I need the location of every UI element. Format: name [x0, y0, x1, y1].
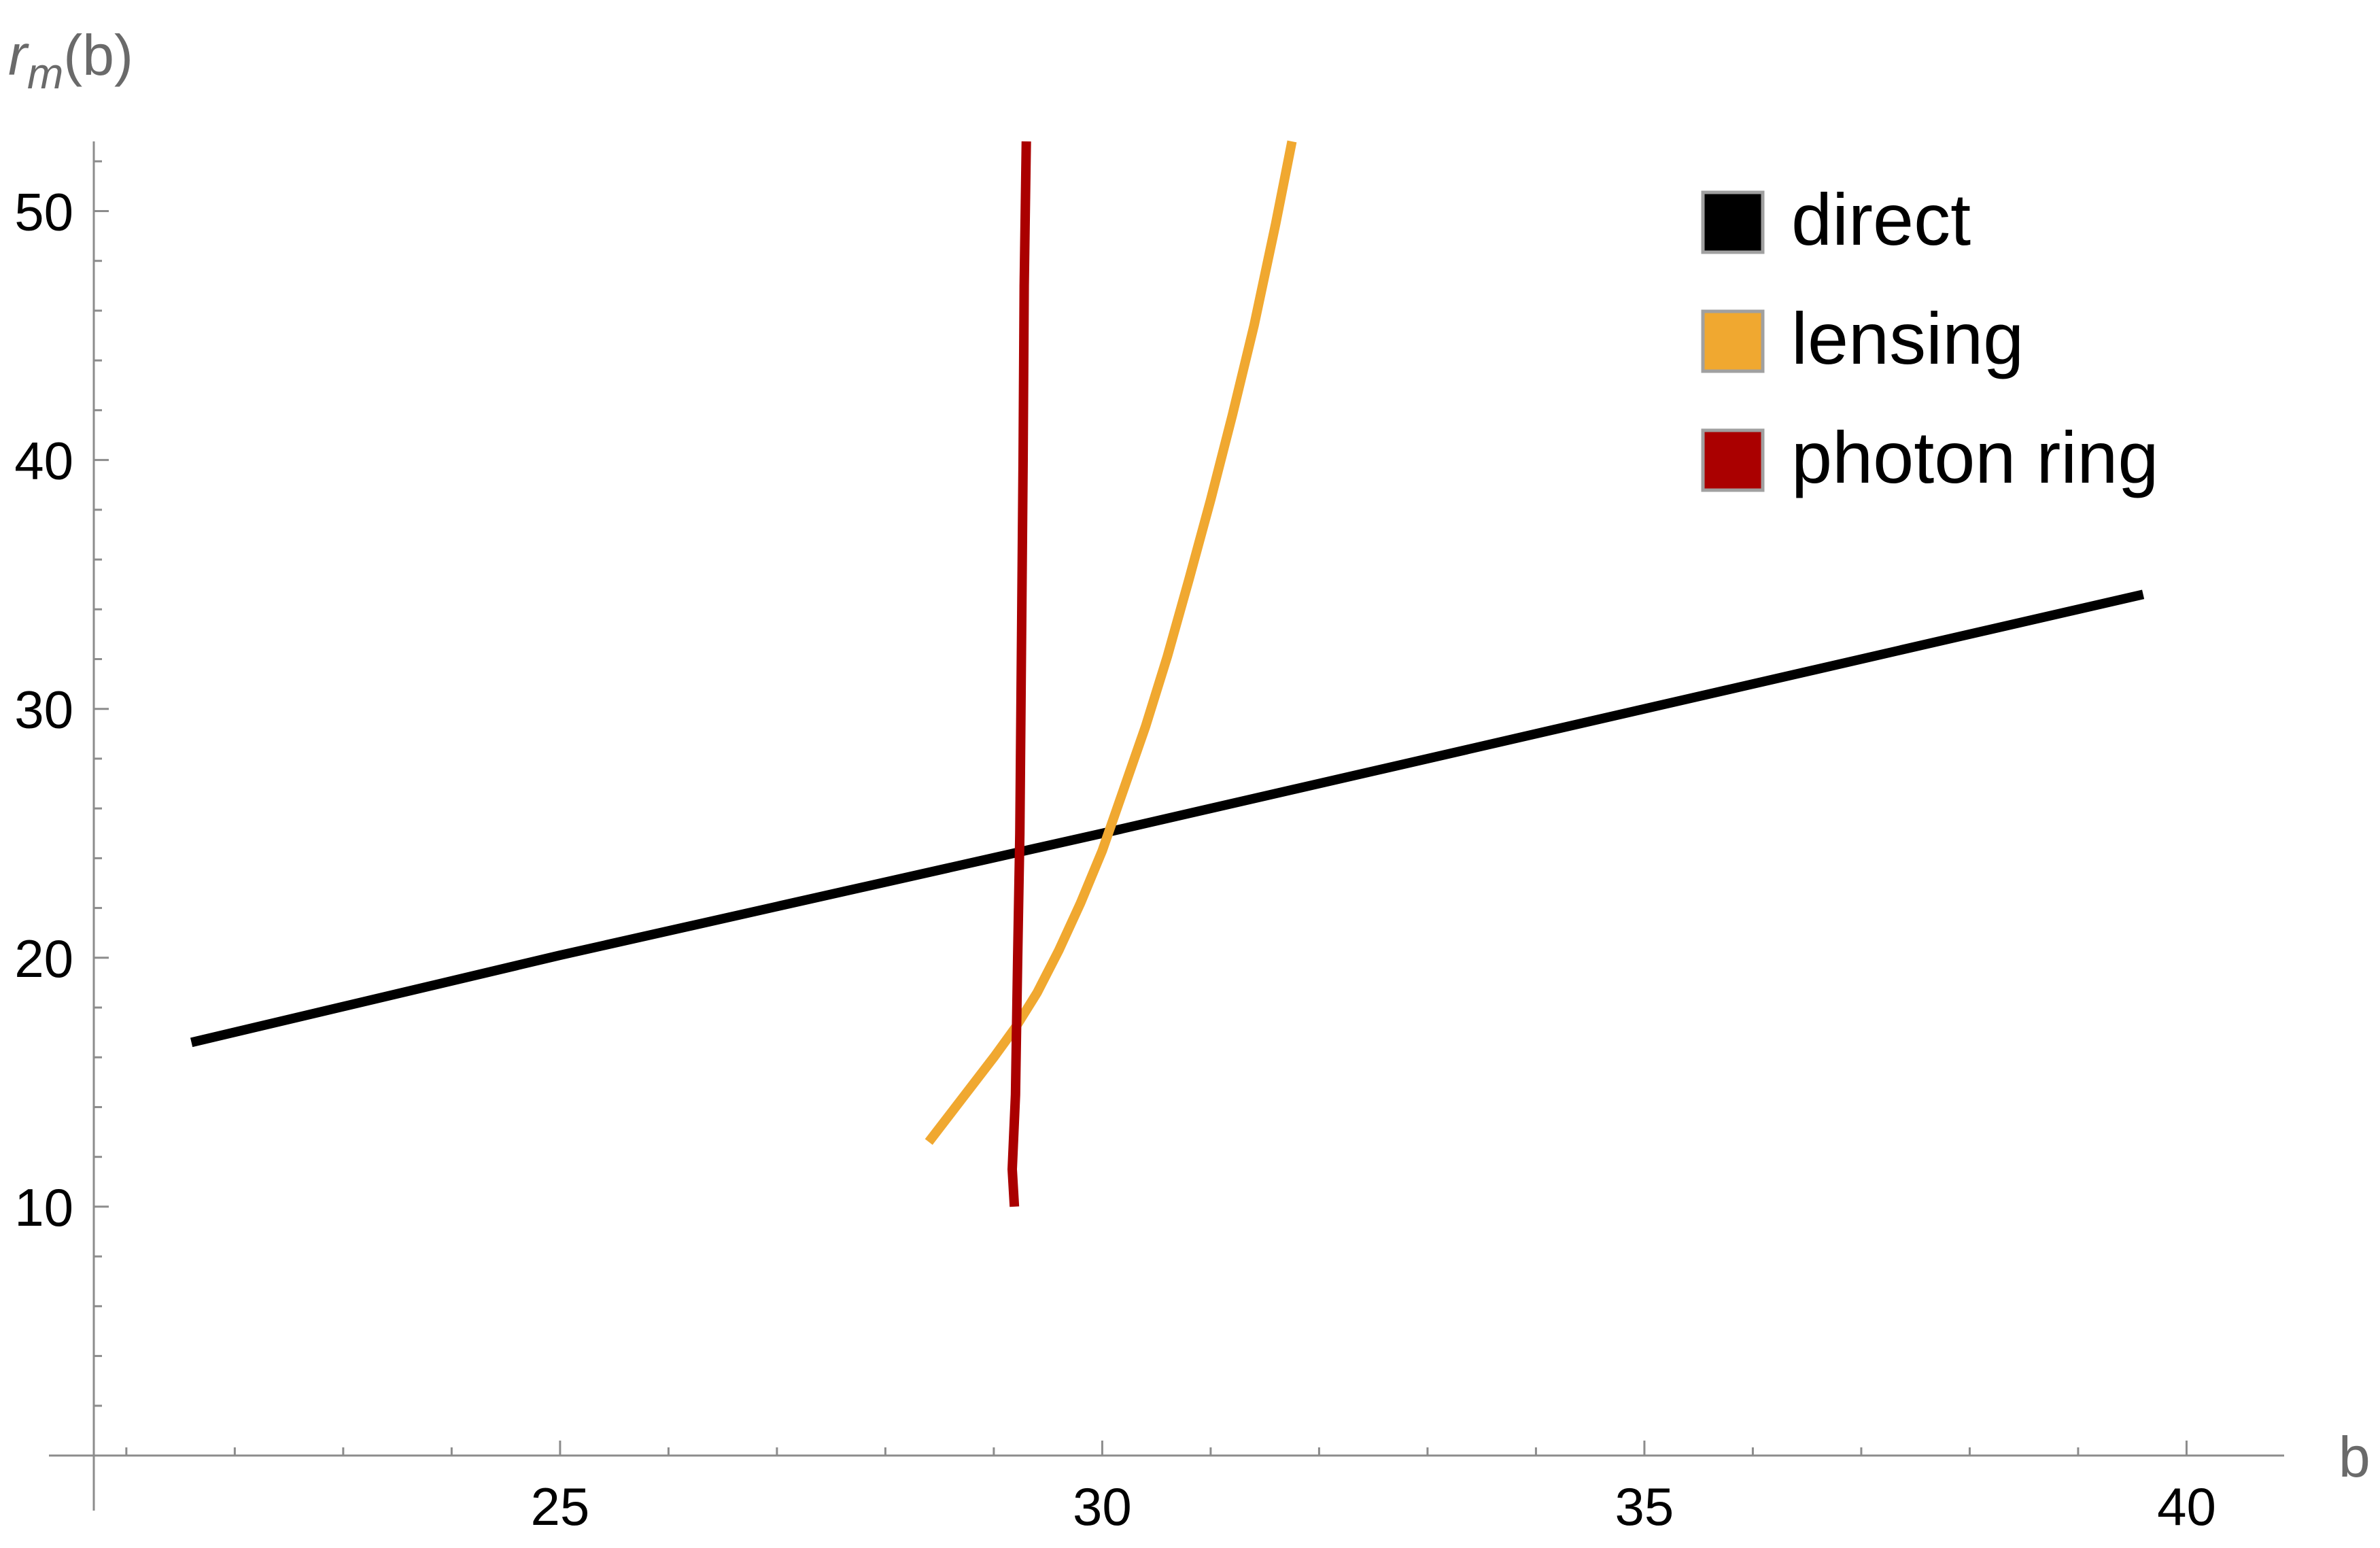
series-line-lensing	[925, 140, 1297, 1145]
legend-swatch	[1701, 190, 1765, 254]
series-line-direct	[190, 589, 2145, 1048]
series	[190, 140, 2145, 1207]
x-tick-label: 35	[1615, 1477, 1674, 1536]
y-tick-label: 30	[14, 680, 73, 740]
x-tick-label: 30	[1073, 1477, 1132, 1536]
legend: direct lensing photon ring	[1701, 178, 2158, 498]
y-axis-label-suffix: (b)	[63, 23, 133, 87]
y-tick-label: 20	[14, 929, 73, 988]
legend-swatch	[1701, 309, 1765, 373]
x-axis-label: b	[2339, 1425, 2370, 1489]
legend-label: photon ring	[1791, 416, 2158, 498]
y-tick-label: 50	[14, 182, 73, 242]
series-line-photon-ring	[1007, 141, 1031, 1207]
legend-label: lensing	[1791, 297, 2024, 379]
tick-labels: 25 30 35 40 10 20 30 40 50	[14, 182, 2216, 1536]
legend-swatch	[1701, 428, 1765, 492]
ticks	[94, 160, 2188, 1456]
legend-label: direct	[1791, 178, 1971, 260]
y-tick-label: 10	[14, 1177, 73, 1237]
x-tick-label: 25	[530, 1477, 589, 1536]
y-axis-label-base: r	[8, 23, 29, 87]
y-tick-label: 40	[14, 431, 73, 491]
x-tick-label: 40	[2157, 1477, 2216, 1536]
y-axis-label: rm(b)	[8, 23, 133, 98]
y-axis-label-subscript: m	[27, 49, 63, 98]
